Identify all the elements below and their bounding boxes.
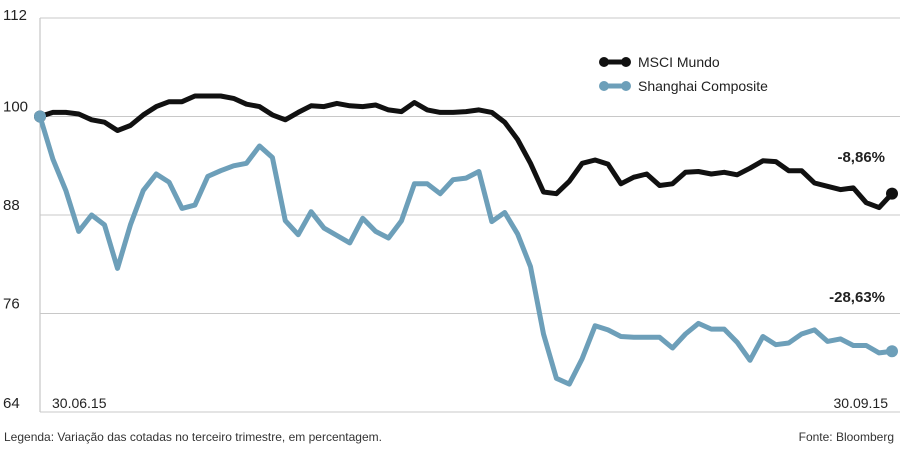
y-tick-label-100: 100 [3, 99, 28, 116]
legend-marker-dot-shanghai [599, 81, 609, 91]
legend-label-msci: MSCI Mundo [638, 54, 720, 70]
chart-caption: Legenda: Variação das cotadas no terceir… [4, 430, 382, 444]
legend-marker-dot-shanghai [621, 81, 631, 91]
series-line-shanghai [37, 114, 895, 387]
legend: MSCI Mundo Shanghai Composite [599, 54, 768, 94]
chart-source: Fonte: Bloomberg [798, 430, 894, 444]
legend-marker-dot-msci [599, 57, 609, 67]
series-point-shanghai-start [34, 110, 46, 123]
end-label-shanghai: -28,63% [829, 289, 885, 306]
y-tick-label-76: 76 [3, 296, 20, 313]
series-point-msci-end [886, 187, 898, 200]
series-line-msci [37, 93, 895, 211]
y-axis-ticks: 64 76 88 100 112 [3, 7, 28, 412]
series-group [34, 93, 898, 387]
start-date-label: 30.06.15 [52, 395, 107, 411]
end-label-msci: -8,86% [837, 149, 885, 166]
y-tick-label-88: 88 [3, 197, 20, 214]
series-point-shanghai-end [886, 345, 898, 358]
grid-lines [39, 17, 900, 413]
y-tick-label-112: 112 [3, 7, 27, 24]
line-chart: 64 76 88 100 112 MSCI Mundo Shanghai Composi… [3, 7, 900, 413]
end-date-label: 30.09.15 [834, 395, 889, 411]
legend-marker-dot-msci [621, 57, 631, 67]
y-tick-label-64: 64 [3, 395, 20, 412]
legend-label-shanghai: Shanghai Composite [638, 78, 768, 94]
